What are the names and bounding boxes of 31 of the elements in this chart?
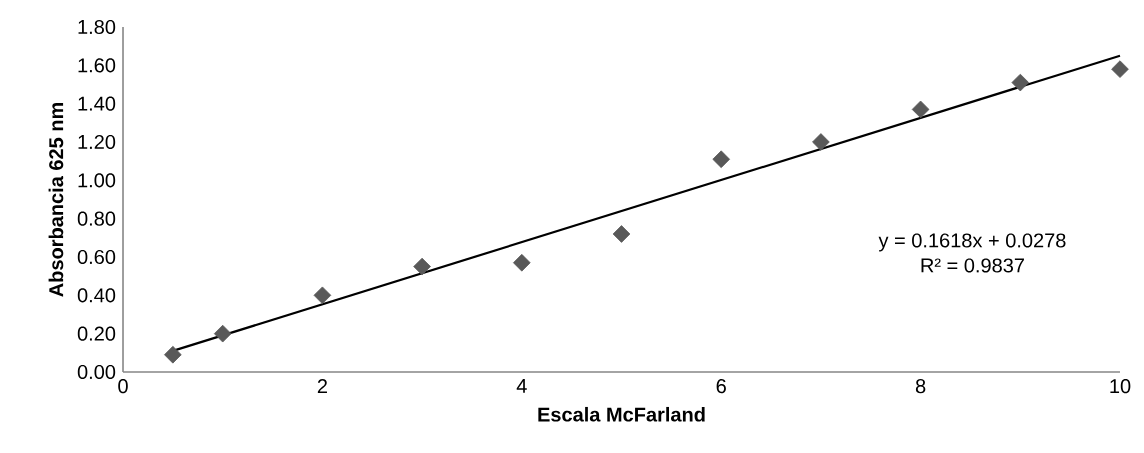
point [313, 286, 332, 305]
annotation: y = 0.1618x + 0.0278 [878, 233, 1066, 252]
x-tick-label: 4 [516, 379, 527, 393]
x-tick-label: 0 [118, 379, 128, 394]
y-tick-label: 0.60 [77, 249, 116, 265]
point [1111, 60, 1129, 78]
point [612, 225, 631, 243]
y-tick-label: 1.20 [78, 134, 116, 150]
y-tick-label: 0.00 [77, 364, 116, 380]
y-tick-label: 1.00 [78, 173, 116, 188]
x-tick-label: 10 [1110, 379, 1131, 394]
x-tick-label: 2 [317, 379, 327, 394]
y-tick-label: 0.20 [77, 326, 116, 341]
point [911, 100, 930, 119]
point [213, 324, 232, 343]
annotation: R² = 0.9837 [921, 258, 1024, 273]
point [164, 345, 182, 364]
point [513, 253, 531, 272]
y-tick-label: 1.40 [78, 96, 116, 111]
y-axis-title: Absorbancia 625 nm [48, 102, 64, 297]
y-tick-label: 0.80 [77, 211, 116, 226]
y-tick-label: 0.40 [77, 288, 116, 303]
point [712, 150, 731, 169]
point [1011, 73, 1030, 92]
x-tick-label: 8 [915, 379, 926, 394]
y-tick-label: 1.80 [78, 19, 116, 35]
x-tick-label: 6 [716, 379, 726, 394]
point [413, 257, 431, 276]
x-axis-title: Escala McFarland [538, 406, 705, 422]
y-tick-label: 1.60 [78, 58, 116, 73]
point [812, 133, 830, 151]
